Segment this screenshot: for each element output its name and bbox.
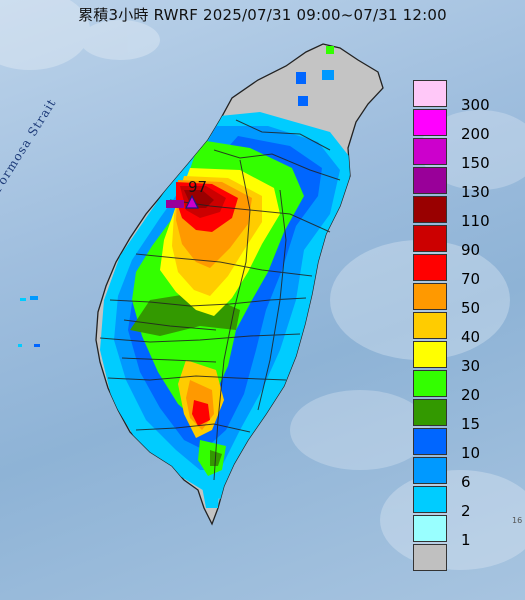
legend-swatch: [413, 515, 447, 542]
corner-mark: 16: [512, 516, 523, 525]
map-title: 累積3小時 RWRF 2025/07/31 09:00~07/31 12:00: [78, 6, 447, 24]
triangle-marker: [166, 194, 199, 209]
legend-label: 20: [461, 386, 481, 404]
legend-label: 40: [461, 328, 481, 346]
legend-swatch: [413, 225, 447, 252]
legend-swatch: [413, 167, 447, 194]
legend-label: 200: [461, 125, 490, 143]
legend-swatch: [413, 486, 447, 513]
legend-swatch: [413, 80, 447, 107]
peak-value: 97: [188, 178, 207, 196]
legend-swatch: [413, 254, 447, 281]
legend-swatch: [413, 312, 447, 339]
rainfall-field: [100, 112, 352, 508]
legend-swatch: [413, 138, 447, 165]
legend-label: 6: [461, 473, 471, 491]
legend-label: 2: [461, 502, 471, 520]
legend-label: 300: [461, 96, 490, 114]
legend-swatch: [413, 428, 447, 455]
legend-label: 1: [461, 531, 471, 549]
legend-label: 10: [461, 444, 481, 462]
legend-label: 130: [461, 183, 490, 201]
legend-swatch: [413, 283, 447, 310]
legend-swatch: [413, 109, 447, 136]
legend-swatch: [413, 370, 447, 397]
legend-label: 90: [461, 241, 481, 259]
legend-label: 110: [461, 212, 490, 230]
sea-rain-dots: [18, 296, 40, 347]
legend-label: 70: [461, 270, 481, 288]
legend-swatch: [413, 399, 447, 426]
north-rain-cells: [296, 46, 334, 106]
legend-swatch: [413, 457, 447, 484]
legend-label: 150: [461, 154, 490, 172]
legend-label: 30: [461, 357, 481, 375]
legend-swatch: [413, 196, 447, 223]
legend-label: 50: [461, 299, 481, 317]
legend-label: 15: [461, 415, 481, 433]
legend-swatch: [413, 341, 447, 368]
legend-swatch: [413, 544, 447, 571]
